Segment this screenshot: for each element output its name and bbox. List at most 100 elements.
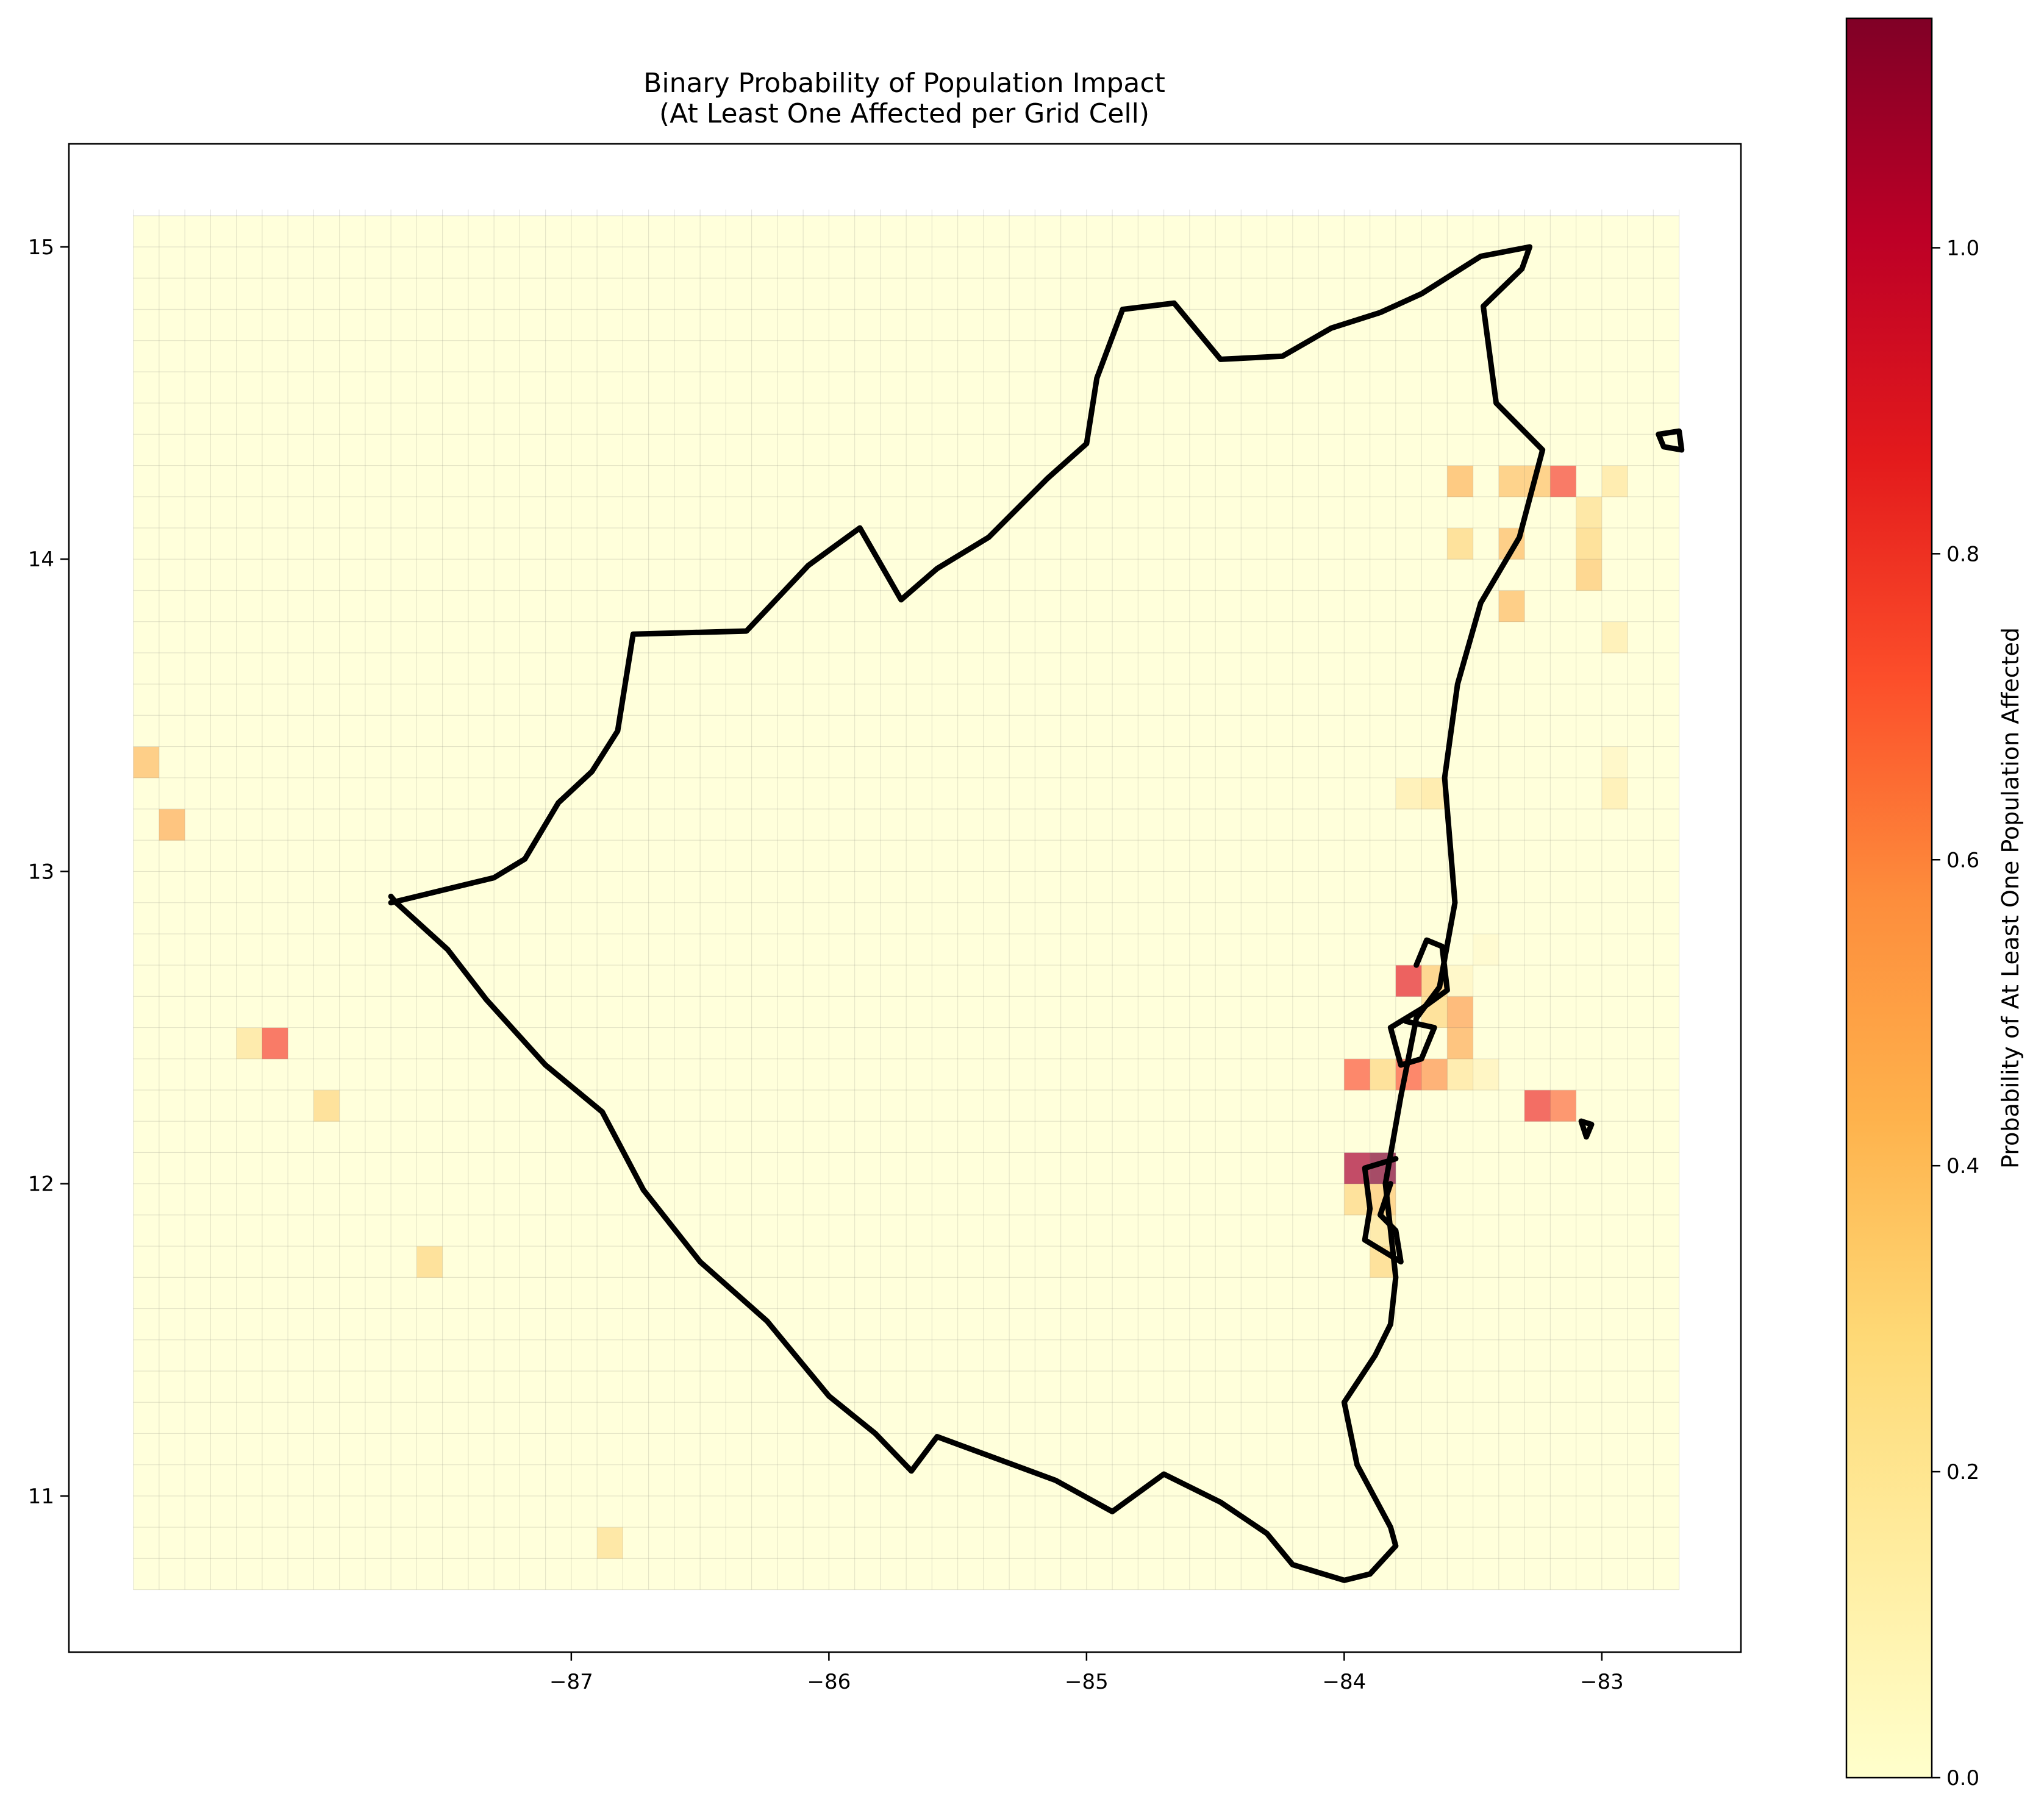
heatmap-cell xyxy=(236,777,263,810)
heatmap-cell xyxy=(700,1121,726,1153)
heatmap-cell xyxy=(391,1371,417,1403)
heatmap-cell xyxy=(597,1464,623,1497)
heatmap-cell xyxy=(1447,215,1474,248)
heatmap-cell xyxy=(1498,746,1525,779)
heatmap-cell xyxy=(571,1027,598,1060)
heatmap-cell xyxy=(236,590,263,622)
heatmap-cell xyxy=(700,1558,726,1590)
heatmap-cell xyxy=(1421,1371,1448,1403)
heatmap-cell xyxy=(1576,684,1603,716)
heatmap-cell xyxy=(494,1121,520,1153)
heatmap-cell xyxy=(571,528,598,560)
heatmap-cell xyxy=(1086,1183,1113,1216)
heatmap-cell xyxy=(1524,340,1551,372)
heatmap-cell xyxy=(1576,528,1603,560)
heatmap-cell xyxy=(1035,434,1062,466)
heatmap-cell xyxy=(313,1371,340,1403)
heatmap-cell xyxy=(468,840,495,872)
heatmap-cell xyxy=(1421,1277,1448,1309)
heatmap-cell xyxy=(623,1339,649,1372)
heatmap-cell xyxy=(520,746,546,779)
heatmap-cell xyxy=(983,1339,1010,1372)
heatmap-cell xyxy=(468,1371,495,1403)
heatmap-cell xyxy=(1241,1402,1268,1434)
heatmap-cell xyxy=(1060,777,1087,810)
heatmap-cell xyxy=(339,1090,366,1122)
heatmap-cell xyxy=(1576,1090,1603,1122)
heatmap-cell xyxy=(726,1495,752,1528)
heatmap-cell xyxy=(391,590,417,622)
heatmap-cell xyxy=(1601,340,1628,372)
heatmap-cell xyxy=(1370,465,1396,497)
heatmap-cell xyxy=(468,590,495,622)
heatmap-cell xyxy=(210,1277,237,1309)
heatmap-cell xyxy=(262,684,288,716)
heatmap-cell xyxy=(236,965,263,997)
heatmap-cell xyxy=(468,496,495,529)
heatmap-cell xyxy=(210,1464,237,1497)
heatmap-cell xyxy=(932,1183,959,1216)
heatmap-cell xyxy=(1550,215,1577,248)
heatmap-cell xyxy=(1035,840,1062,872)
heatmap-cell xyxy=(880,278,907,310)
heatmap-cell xyxy=(185,1495,211,1528)
heatmap-cell xyxy=(185,309,211,341)
heatmap-cell xyxy=(236,1339,263,1372)
heatmap-cell xyxy=(1498,1027,1525,1060)
heatmap-cell xyxy=(468,434,495,466)
heatmap-cell xyxy=(1267,1214,1293,1247)
heatmap-cell xyxy=(751,1527,778,1559)
heatmap-cell xyxy=(1447,590,1474,622)
heatmap-cell xyxy=(1241,652,1268,685)
heatmap-cell xyxy=(932,684,959,716)
heatmap-cell xyxy=(829,1308,856,1341)
heatmap-cell xyxy=(1189,1371,1216,1403)
heatmap-cell xyxy=(1498,1308,1525,1341)
heatmap-cell xyxy=(1267,809,1293,841)
heatmap-cell xyxy=(442,1183,469,1216)
heatmap-cell xyxy=(494,528,520,560)
heatmap-cell xyxy=(442,247,469,279)
heatmap-cell xyxy=(185,1339,211,1372)
heatmap-cell xyxy=(391,465,417,497)
heatmap-cell xyxy=(442,309,469,341)
heatmap-cell xyxy=(1189,1558,1216,1590)
heatmap-cell xyxy=(1267,559,1293,591)
heatmap-cell xyxy=(1189,465,1216,497)
heatmap-cell xyxy=(571,1495,598,1528)
heatmap-cell xyxy=(159,1058,185,1091)
heatmap-cell xyxy=(700,1433,726,1466)
heatmap-cell xyxy=(236,434,263,466)
heatmap-cell xyxy=(1215,1308,1242,1341)
heatmap-cell xyxy=(829,933,856,966)
heatmap-cell xyxy=(957,1495,984,1528)
heatmap-cell xyxy=(545,528,572,560)
heatmap-cell xyxy=(210,871,237,903)
heatmap-cell xyxy=(1035,715,1062,747)
heatmap-cell xyxy=(726,434,752,466)
heatmap-cell xyxy=(236,621,263,654)
heatmap-cell xyxy=(1060,1339,1087,1372)
heatmap-cell xyxy=(906,590,932,622)
heatmap-cell xyxy=(571,809,598,841)
heatmap-cell xyxy=(159,309,185,341)
heatmap-cell xyxy=(648,871,675,903)
heatmap-cell xyxy=(262,996,288,1028)
heatmap-cell xyxy=(674,371,701,404)
heatmap-cell xyxy=(416,1558,443,1590)
heatmap-cell xyxy=(185,1090,211,1122)
heatmap-cell xyxy=(468,403,495,435)
heatmap-cell xyxy=(313,1339,340,1372)
heatmap-cell xyxy=(880,871,907,903)
heatmap-cell xyxy=(313,1433,340,1466)
heatmap-cell xyxy=(648,247,675,279)
heatmap-cell xyxy=(365,1246,391,1278)
heatmap-cell xyxy=(442,902,469,935)
heatmap-cell xyxy=(1653,1090,1680,1122)
heatmap-cell xyxy=(1447,1558,1474,1590)
heatmap-cell xyxy=(133,746,160,779)
heatmap-cell xyxy=(545,1277,572,1309)
heatmap-cell xyxy=(571,1464,598,1497)
heatmap-cell xyxy=(932,1027,959,1060)
heatmap-cell xyxy=(648,809,675,841)
